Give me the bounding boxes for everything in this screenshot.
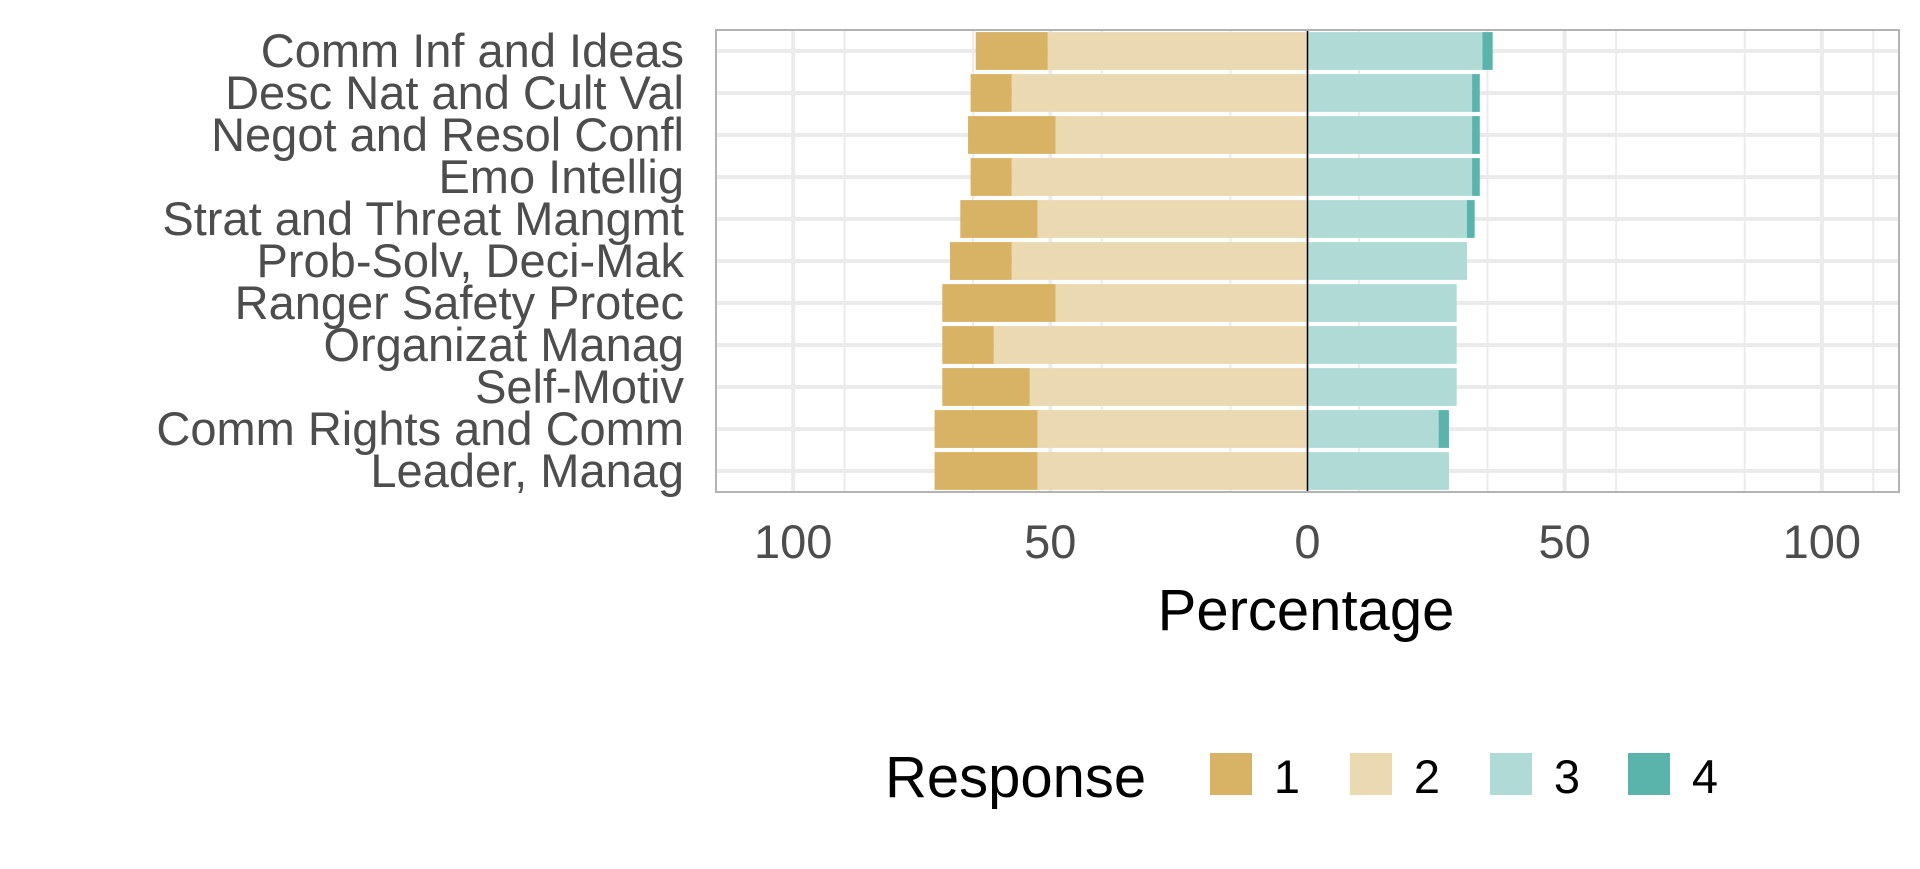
bar-segment-response-2 [1011, 242, 1308, 280]
bar-segment-response-3 [1307, 368, 1457, 406]
bar-segment-response-4 [1472, 158, 1480, 196]
bar-segment-response-1 [975, 32, 1048, 70]
bar-segment-response-2 [1055, 116, 1308, 154]
bar-segment-response-4 [1482, 32, 1493, 70]
bar-segment-response-1 [968, 116, 1056, 154]
bar-segment-response-2 [1011, 158, 1308, 196]
legend-title: Response [885, 745, 1146, 810]
bar-segment-response-2 [1047, 32, 1308, 70]
category-label: Comm Inf and Ideas [261, 24, 684, 77]
category-label: Self-Motiv [475, 360, 684, 413]
bar-segment-response-3 [1307, 116, 1473, 154]
bar-segment-response-3 [1307, 74, 1473, 112]
bar-segment-response-1 [942, 368, 1030, 406]
panel-border [715, 29, 1900, 493]
bar-segment-response-1 [942, 284, 1056, 322]
legend-key-3 [1490, 753, 1532, 795]
category-label: Desc Nat and Cult Val [225, 66, 684, 119]
bar-segment-response-4 [1472, 116, 1480, 154]
bar-segment-response-3 [1307, 284, 1457, 322]
category-label: Comm Rights and Comm [156, 402, 684, 455]
legend-key-1 [1210, 753, 1252, 795]
bar-segment-response-2 [1029, 368, 1308, 406]
bar-segment-response-1 [950, 242, 1012, 280]
category-label: Strat and Threat Mangmt [162, 192, 684, 245]
frame-layer [715, 29, 1900, 493]
category-label: Organizat Manag [323, 318, 684, 371]
bar-segment-response-1 [934, 452, 1038, 490]
category-label: Ranger Safety Protec [235, 276, 684, 329]
bar-segment-response-1 [970, 158, 1012, 196]
bar-segment-response-4 [1472, 74, 1480, 112]
bars-layer [934, 32, 1493, 490]
bar-segment-response-3 [1307, 452, 1449, 490]
x-tick-label: 50 [1024, 515, 1076, 568]
bar-segment-response-3 [1307, 158, 1473, 196]
bar-segment-response-2 [1055, 284, 1308, 322]
legend-key-2 [1350, 753, 1392, 795]
category-label: Prob-Solv, Deci-Mak [257, 234, 685, 287]
legend-label-2: 2 [1414, 750, 1440, 803]
x-axis-title: Percentage [1158, 578, 1455, 643]
bar-segment-response-2 [1037, 410, 1308, 448]
x-tick-label: 100 [754, 515, 832, 568]
category-label: Emo Intellig [438, 150, 684, 203]
bar-segment-response-1 [934, 410, 1038, 448]
x-tick-label: 0 [1294, 515, 1320, 568]
legend-label-4: 4 [1692, 750, 1718, 803]
x-tick-label: 50 [1539, 515, 1591, 568]
x-tick-labels: 100 50 0 50 100 [754, 515, 1861, 568]
bar-segment-response-4 [1438, 410, 1449, 448]
x-tick-label: 100 [1783, 515, 1861, 568]
bar-segment-response-1 [970, 74, 1012, 112]
legend-label-3: 3 [1554, 750, 1580, 803]
bar-segment-response-3 [1307, 32, 1483, 70]
legend-label-1: 1 [1274, 750, 1300, 803]
bar-segment-response-2 [1037, 452, 1308, 490]
bar-segment-response-2 [1011, 74, 1308, 112]
legend: Response 1 2 3 4 [885, 745, 1718, 810]
bar-segment-response-3 [1307, 326, 1457, 364]
bar-segment-response-4 [1466, 200, 1475, 238]
legend-key-4 [1628, 753, 1670, 795]
bar-segment-response-3 [1307, 200, 1467, 238]
category-label: Leader, Manag [370, 444, 684, 497]
bar-segment-response-3 [1307, 410, 1439, 448]
bar-segment-response-2 [1037, 200, 1308, 238]
category-label: Negot and Resol Confl [211, 108, 684, 161]
bar-segment-response-3 [1307, 242, 1467, 280]
bar-segment-response-2 [993, 326, 1308, 364]
bar-segment-response-1 [942, 326, 994, 364]
bar-segment-response-1 [960, 200, 1038, 238]
